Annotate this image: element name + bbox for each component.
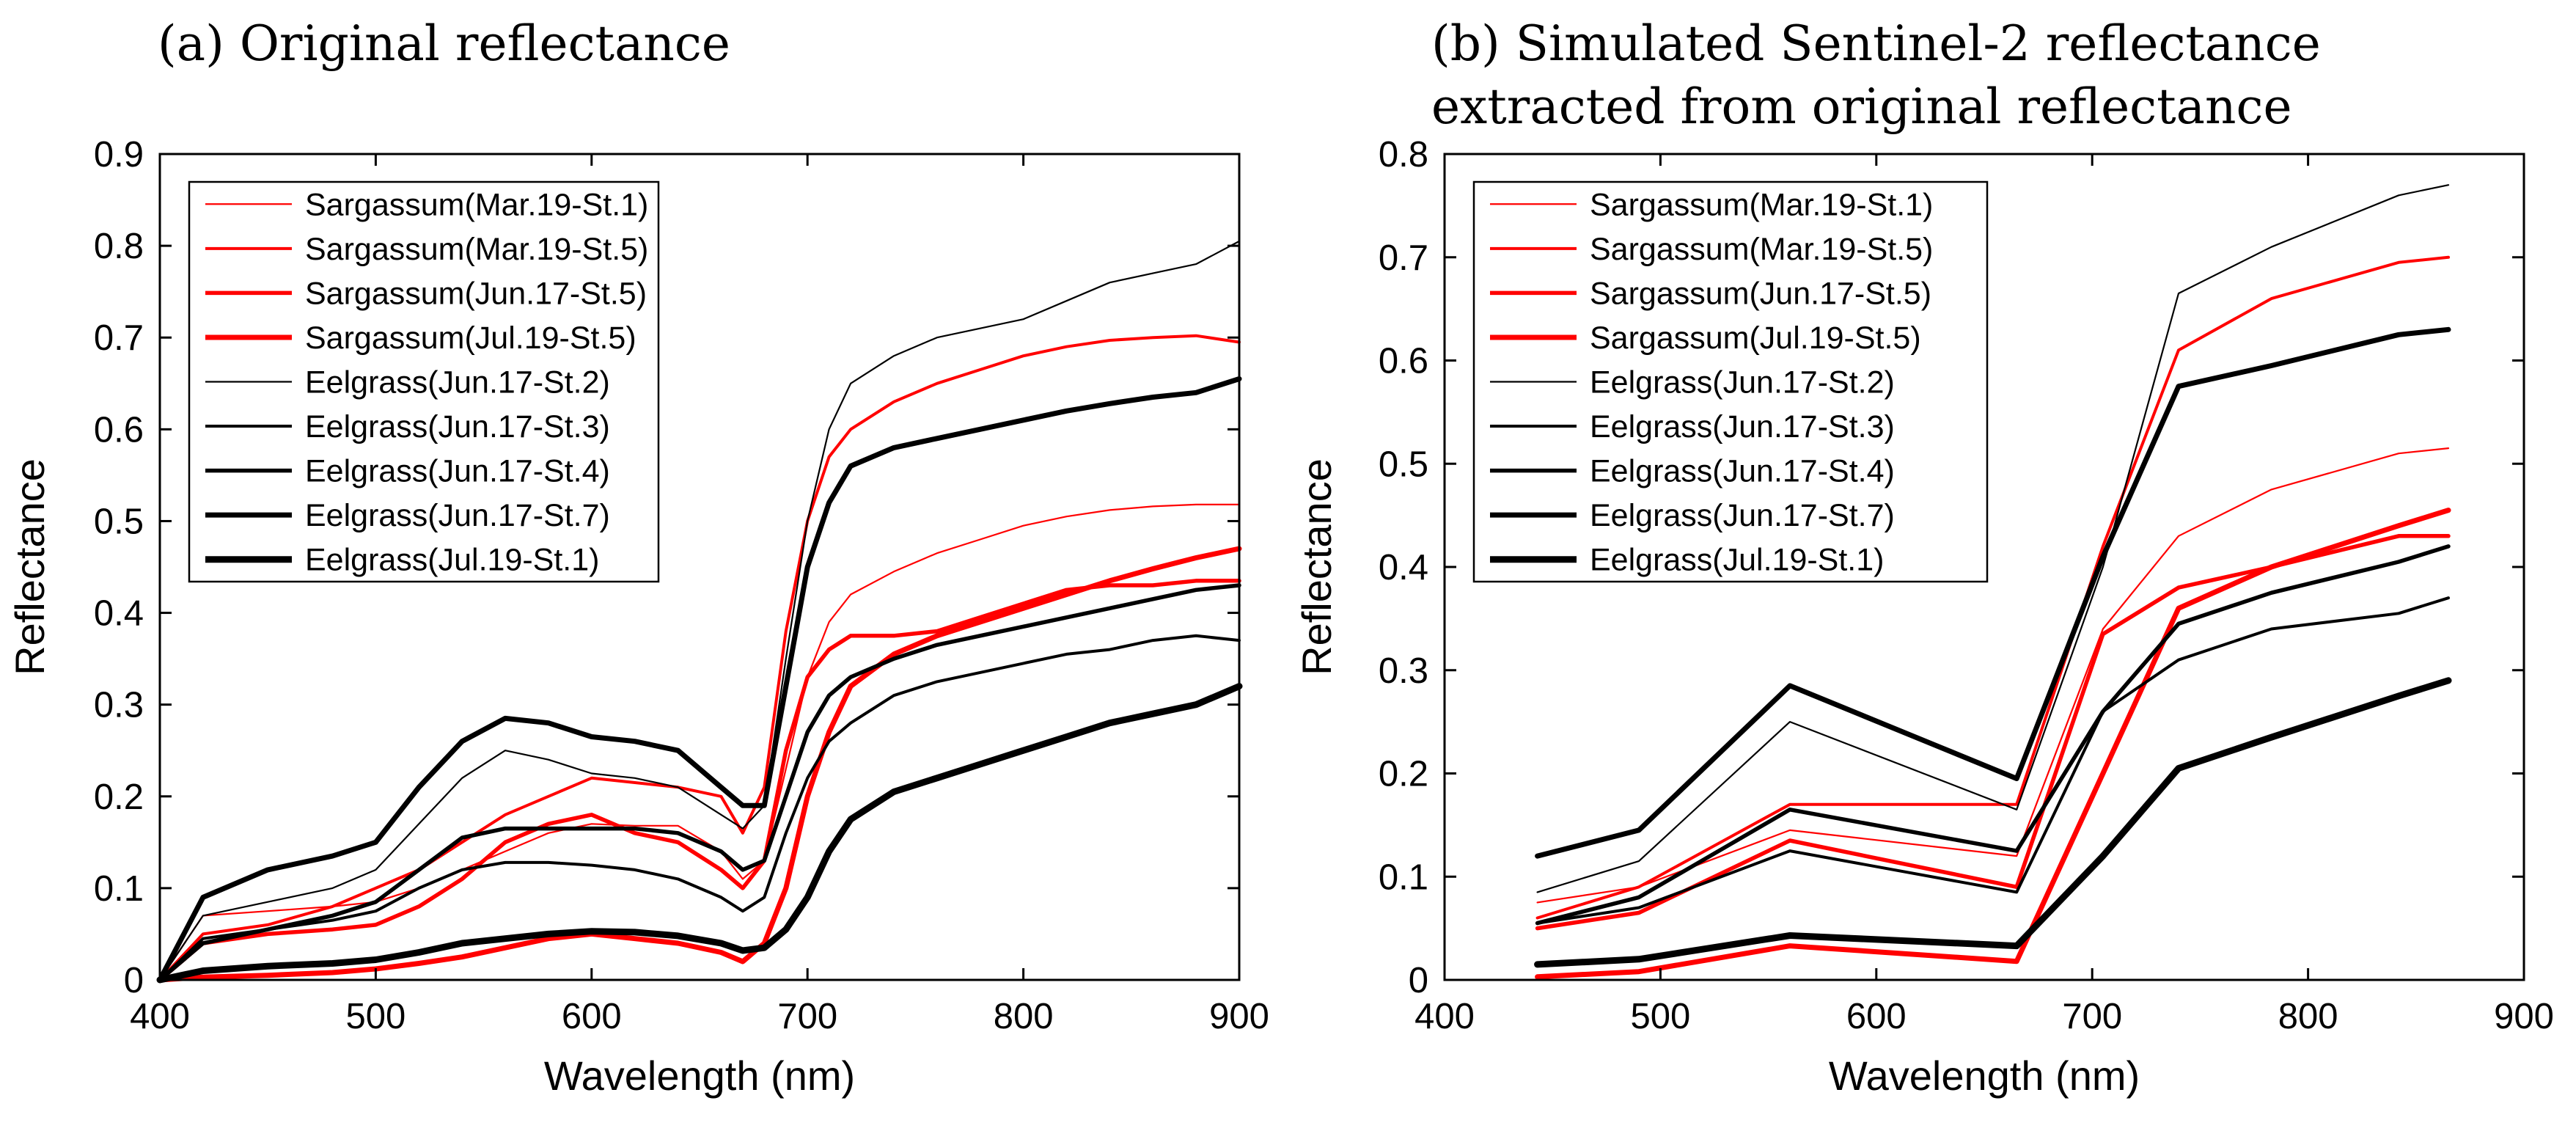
y-tick-label: 0.1 (1379, 857, 1428, 897)
x-tick-label: 800 (2278, 997, 2338, 1036)
legend-entry-label: Eelgrass(Jun.17-St.3) (305, 409, 610, 444)
y-tick-label: 0.6 (94, 410, 144, 450)
series-line-5 (158, 634, 1241, 981)
legend-entry-label: Eelgrass(Jun.17-St.7) (305, 498, 610, 533)
y-tick-label: 0.8 (94, 227, 144, 266)
y-tick-label: 0.8 (1379, 135, 1428, 175)
x-tick-label: 500 (346, 997, 406, 1036)
x-tick-label: 500 (1631, 997, 1691, 1036)
legend-entry-label: Sargassum(Mar.19-St.1) (1590, 187, 1933, 222)
x-tick-label: 600 (562, 997, 622, 1036)
y-tick-label: 0.3 (1379, 651, 1428, 691)
x-tick-label: 600 (1846, 997, 1907, 1036)
y-tick-label: 0.6 (1379, 342, 1428, 381)
x-axis-label: Wavelength (nm) (1829, 1053, 2140, 1099)
panel-b-title-line2: extracted from original reflectance (1431, 78, 2292, 135)
series-line-4 (158, 240, 1241, 981)
panel-a-title: (a) Original reflectance (158, 15, 730, 72)
series-lines (156, 240, 1243, 984)
series-line-0 (158, 503, 1241, 981)
y-tick-label: 0 (1409, 961, 1428, 1000)
panel-b-chart: (b) Simulated Sentinel-2 reflectance extr… (1293, 15, 2554, 1099)
legend: Sargassum(Mar.19-St.1) Sargassum(Mar.19-S… (1472, 180, 1989, 583)
legend-entry-label: Eelgrass(Jun.17-St.3) (1590, 409, 1895, 444)
series-line-8 (1534, 677, 2452, 968)
y-tick-label: 0.7 (1379, 238, 1428, 278)
series-line-4 (1536, 184, 2450, 893)
y-tick-label: 0.5 (94, 502, 144, 541)
y-tick-label: 0.5 (1379, 444, 1428, 484)
panel-b-title: (b) Simulated Sentinel-2 reflectance (1431, 15, 2321, 72)
series-lines (1534, 184, 2452, 980)
series-line-6 (1535, 544, 2451, 926)
y-tick-label: 0 (124, 961, 144, 1000)
legend-entry-label: Sargassum(Jul.19-St.5) (1590, 321, 1921, 356)
x-tick-label: 700 (777, 997, 837, 1036)
y-tick-label: 0.4 (94, 594, 144, 634)
legend-entry-label: Sargassum(Jul.19-St.5) (305, 321, 636, 356)
panel-a-chart: (a) Original reflectance 400 500 600 700 800 9… (7, 15, 1269, 1099)
legend-entry-label: Eelgrass(Jun.17-St.4) (305, 454, 610, 489)
series-line-1 (1535, 255, 2450, 920)
legend-entry-label: Sargassum(Jun.17-St.5) (1590, 276, 1931, 311)
x-tick-label: 900 (1209, 997, 1269, 1036)
series-line-7 (1535, 326, 2451, 859)
legend-entry-label: Eelgrass(Jun.17-St.2) (305, 365, 610, 400)
legend-entry-label: Eelgrass(Jul.19-St.1) (305, 543, 600, 578)
legend-entry-label: Eelgrass(Jun.17-St.4) (1590, 454, 1895, 489)
legend-entry-label: Sargassum(Jun.17-St.5) (305, 276, 647, 311)
legend-entry-label: Sargassum(Mar.19-St.1) (305, 187, 648, 222)
series-line-2 (158, 579, 1241, 982)
x-tick-label: 700 (2062, 997, 2122, 1036)
series-line-6 (158, 583, 1241, 982)
series-line-8 (156, 683, 1243, 984)
y-tick-label: 0.4 (1379, 548, 1428, 588)
legend-entry-label: Eelgrass(Jun.17-St.2) (1590, 365, 1895, 400)
x-tick-label: 900 (2494, 997, 2554, 1036)
y-axis-label: Reflectance (1293, 458, 1340, 676)
y-tick-label: 0.2 (1379, 755, 1428, 794)
legend-entry-label: Sargassum(Mar.19-St.5) (305, 232, 648, 267)
series-line-7 (157, 376, 1242, 983)
y-tick-label: 0.7 (94, 318, 144, 358)
axes-box (158, 153, 1241, 981)
x-axis-label: Wavelength (nm) (544, 1053, 855, 1099)
y-tick-label: 0.3 (94, 686, 144, 725)
legend-entry-label: Eelgrass(Jun.17-St.7) (1590, 498, 1895, 533)
legend-entry-label: Sargassum(Mar.19-St.5) (1590, 232, 1933, 267)
y-tick-label: 0.1 (94, 869, 144, 909)
legend-entry-label: Eelgrass(Jul.19-St.1) (1590, 543, 1885, 578)
y-tick-label: 0.2 (94, 777, 144, 817)
y-tick-label: 0.9 (94, 135, 144, 175)
series-line-1 (158, 334, 1241, 981)
x-tick-label: 400 (1414, 997, 1475, 1036)
y-axis-label: Reflectance (7, 458, 53, 676)
x-tick-label: 800 (994, 997, 1054, 1036)
legend: Sargassum(Mar.19-St.1) Sargassum(Mar.19-S… (188, 180, 660, 583)
x-tick-label: 400 (130, 997, 190, 1036)
series-line-3 (1535, 508, 2451, 980)
